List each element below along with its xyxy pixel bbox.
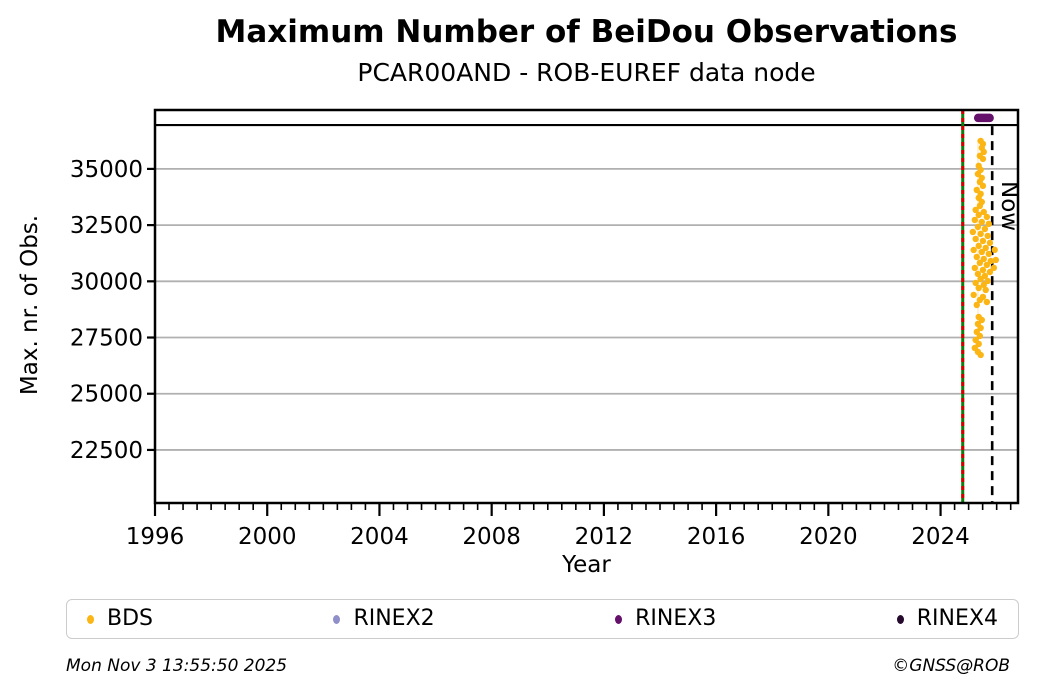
- bds-point: [983, 213, 991, 221]
- copyright-label: ©GNSS@ROB: [892, 656, 1010, 676]
- legend-item-rinex4: RINEX4: [896, 606, 998, 631]
- legend-box: BDS RINEX2 RINEX3 RINEX4: [66, 599, 1019, 639]
- bds-point: [978, 218, 986, 226]
- rinex3-band-segment: [973, 113, 994, 123]
- bds-point: [980, 208, 987, 216]
- bds-point: [991, 246, 998, 254]
- bds-point: [982, 244, 989, 252]
- bds-point: [980, 255, 987, 263]
- bds-point: [973, 186, 980, 194]
- bds-point: [970, 246, 977, 254]
- bds-point: [974, 270, 982, 278]
- bds-point: [976, 259, 984, 267]
- x-tick-label: 2020: [799, 524, 858, 550]
- bds-point: [979, 182, 987, 190]
- bds-point: [977, 275, 984, 283]
- bds-point: [971, 216, 978, 224]
- bds-point: [981, 225, 989, 233]
- x-tick-label: 2024: [911, 524, 970, 550]
- bds-point: [972, 206, 979, 214]
- bds-point: [990, 264, 998, 272]
- bds-point: [969, 228, 977, 236]
- rinex4-marker-icon: [896, 614, 904, 624]
- plot-frame: [153, 108, 1020, 505]
- bds-point: [978, 248, 986, 256]
- bds-point: [972, 235, 979, 243]
- legend-item-rinex2: RINEX2: [333, 606, 435, 631]
- x-tick-label: 2000: [238, 524, 297, 550]
- bds-point: [984, 277, 991, 285]
- bds-point: [975, 340, 982, 348]
- bds-point: [980, 148, 987, 156]
- bds-point: [984, 232, 991, 240]
- plot-timestamp: Mon Nov 3 13:55:50 2025: [66, 656, 288, 676]
- bds-point: [974, 170, 982, 178]
- bds-point: [975, 242, 982, 250]
- y-axis-title: Max. nr. of Obs.: [17, 214, 43, 396]
- legend-item-bds: BDS: [87, 608, 153, 630]
- x-tick-label: 2016: [687, 524, 746, 550]
- y-tick-label: 25000: [70, 382, 143, 408]
- bds-point: [976, 296, 984, 304]
- x-tick-label: 2008: [462, 524, 521, 550]
- bds-point: [975, 284, 982, 292]
- x-tick-label: 1996: [126, 524, 185, 550]
- y-tick-label: 22500: [70, 438, 143, 464]
- legend-label: BDS: [107, 606, 153, 631]
- bds-point: [973, 301, 980, 309]
- y-tick-label: 30000: [70, 269, 143, 295]
- legend-item-rinex3: RINEX3: [615, 608, 716, 630]
- bds-point: [983, 298, 991, 306]
- bds-point: [974, 223, 982, 231]
- bds-point: [971, 264, 978, 272]
- chart-title: Maximum Number of BeiDou Observations: [215, 14, 958, 50]
- bds-point: [979, 266, 987, 274]
- bds-point: [976, 202, 984, 210]
- bds-point: [982, 286, 989, 294]
- rinex2-marker-icon: [333, 614, 341, 624]
- bds-point: [972, 279, 979, 287]
- x-axis-title: Year: [562, 552, 611, 578]
- bds-point: [975, 211, 982, 219]
- bds-point: [979, 237, 987, 245]
- x-tick-label: 2012: [575, 524, 634, 550]
- rinex3-marker-icon: [615, 614, 623, 624]
- bds-marker-icon: [87, 614, 94, 624]
- bds-point: [987, 257, 994, 265]
- legend-label: RINEX4: [916, 606, 998, 631]
- legend-label: RINEX3: [635, 606, 717, 631]
- bds-point: [983, 261, 991, 269]
- bds-point: [977, 230, 984, 238]
- chart-subtitle: PCAR00AND - ROB-EUREF data node: [357, 58, 816, 87]
- x-tick-label: 2004: [350, 524, 409, 550]
- y-tick-label: 35000: [70, 157, 143, 183]
- bds-point: [986, 239, 994, 247]
- bds-point: [992, 256, 1000, 264]
- y-tick-label: 27500: [70, 326, 143, 352]
- bds-point: [985, 220, 993, 228]
- bds-point: [978, 316, 986, 324]
- bds-point: [985, 250, 993, 258]
- y-tick-label: 32500: [70, 213, 143, 239]
- bds-point: [977, 324, 984, 332]
- bds-point: [980, 281, 987, 289]
- bds-point: [970, 291, 977, 299]
- bds-point: [973, 253, 980, 261]
- bds-point: [979, 155, 987, 163]
- bds-point: [976, 332, 984, 340]
- legend-label: RINEX2: [353, 606, 435, 631]
- bds-point: [977, 351, 984, 359]
- bds-point: [986, 268, 994, 276]
